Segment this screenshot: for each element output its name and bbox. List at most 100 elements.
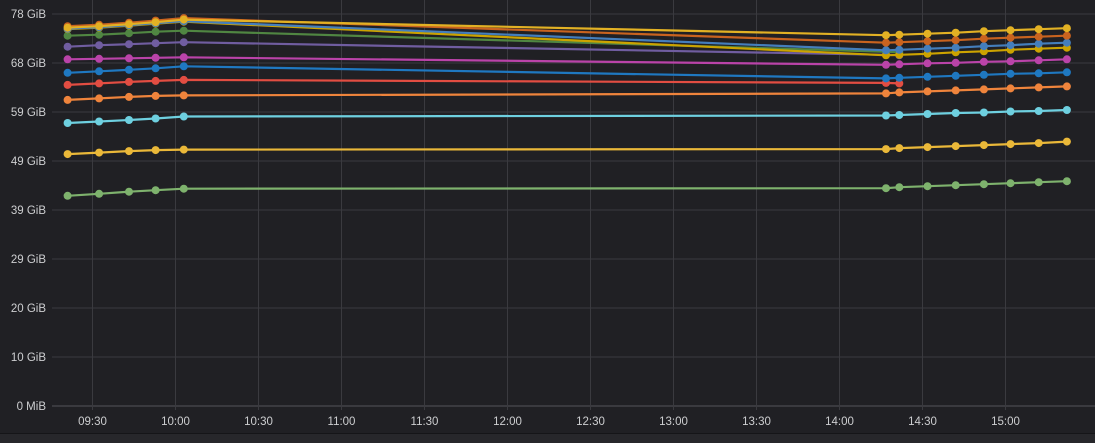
data-point-yellow-low[interactable] [179,145,188,154]
data-point-green-light[interactable] [951,181,960,190]
data-point-magenta[interactable] [151,53,160,62]
data-point-blue[interactable] [1034,69,1043,78]
data-point-yellow-top[interactable] [151,18,160,27]
data-point-blue[interactable] [1006,69,1015,78]
data-point-green-light[interactable] [95,189,104,198]
data-point-cyan[interactable] [151,114,160,123]
data-point-purple[interactable] [151,39,160,48]
data-point-blue[interactable] [951,71,960,80]
data-point-cyan[interactable] [1034,107,1043,115]
data-point-purple[interactable] [125,40,133,49]
data-point-orange[interactable] [1006,84,1015,93]
data-point-green-light[interactable] [63,191,72,200]
data-point-green-light[interactable] [125,187,133,196]
data-point-yellow-top[interactable] [179,15,188,24]
data-point-cyan[interactable] [1006,107,1015,116]
data-point-green-light[interactable] [923,182,932,191]
data-point-green-light[interactable] [1062,177,1071,186]
data-point-yellow-top[interactable] [95,22,104,31]
data-point-orange[interactable] [151,91,160,100]
data-point-cyan[interactable] [63,119,72,127]
data-point-green-light[interactable] [979,180,988,189]
chart-canvas[interactable]: 0 MiB 10 GiB 20 GiB 29 GiB 39 GiB 49 GiB 59 Gi… [0,0,1095,433]
data-point-red[interactable] [63,80,72,89]
data-point-yellow-low[interactable] [1062,137,1071,146]
data-point-cyan[interactable] [979,108,988,117]
data-point-cyan[interactable] [1062,106,1071,114]
data-point-green-dark[interactable] [179,26,188,35]
data-point-magenta[interactable] [95,54,104,63]
data-point-orange[interactable] [63,95,72,104]
data-point-orange-dark[interactable] [882,38,890,47]
data-point-cyan[interactable] [882,111,890,120]
data-point-blue-steel[interactable] [1006,41,1015,50]
data-point-green-dark[interactable] [63,31,72,40]
data-point-yellow-low[interactable] [63,150,72,159]
data-point-blue-steel[interactable] [1062,38,1071,47]
data-point-blue[interactable] [1062,68,1071,77]
data-point-orange[interactable] [923,87,932,96]
data-point-orange-dark[interactable] [951,36,960,45]
data-point-blue-steel[interactable] [895,45,904,54]
data-point-blue[interactable] [882,74,890,83]
data-point-yellow-low[interactable] [151,146,160,155]
data-point-blue[interactable] [895,73,904,82]
data-point-yellow-low[interactable] [895,144,904,153]
data-point-blue-steel[interactable] [951,43,960,52]
data-point-yellow-low[interactable] [1034,139,1043,148]
data-point-purple[interactable] [179,38,188,47]
data-point-cyan[interactable] [95,117,104,126]
data-point-green-light[interactable] [1034,178,1043,187]
data-point-yellow-top[interactable] [1034,25,1043,34]
data-point-magenta[interactable] [179,53,188,62]
data-point-purple[interactable] [95,41,104,50]
data-point-green-light[interactable] [882,184,890,193]
data-point-yellow-low[interactable] [923,143,932,152]
data-point-orange-dark[interactable] [1034,32,1043,41]
data-point-yellow-top[interactable] [951,28,960,37]
data-point-magenta[interactable] [1062,55,1071,64]
data-point-blue[interactable] [923,72,932,81]
data-point-orange[interactable] [895,88,904,97]
data-point-green-light[interactable] [895,183,904,192]
data-point-cyan[interactable] [179,112,188,121]
data-point-yellow-low[interactable] [95,148,104,157]
data-point-orange[interactable] [1062,82,1071,91]
data-point-orange-dark[interactable] [895,38,904,47]
data-point-yellow-low[interactable] [979,141,988,150]
data-point-green-dark[interactable] [95,30,104,39]
data-point-green-light[interactable] [179,184,188,193]
data-point-yellow-top[interactable] [979,27,988,36]
data-point-red[interactable] [895,79,904,88]
data-point-cyan[interactable] [951,109,960,117]
data-point-orange[interactable] [979,85,988,94]
data-point-blue[interactable] [95,67,104,76]
data-point-yellow-top[interactable] [125,20,133,29]
data-point-cyan[interactable] [895,111,904,119]
data-point-orange[interactable] [179,91,188,100]
data-point-magenta[interactable] [1006,57,1015,66]
data-point-yellow-low[interactable] [125,147,133,156]
data-point-yellow-top[interactable] [63,23,72,32]
data-point-yellow-top[interactable] [923,29,932,38]
data-point-yellow-top[interactable] [895,30,904,39]
data-point-orange-dark[interactable] [1006,33,1015,42]
data-point-purple[interactable] [63,42,72,51]
data-point-cyan[interactable] [923,110,932,118]
data-point-red[interactable] [151,76,160,85]
data-point-yellow-low[interactable] [951,142,960,151]
data-point-green-light[interactable] [151,186,160,195]
data-point-magenta[interactable] [951,58,960,67]
data-point-blue-steel[interactable] [923,44,932,53]
data-point-magenta[interactable] [882,60,890,69]
data-point-blue[interactable] [179,62,188,71]
data-point-blue-steel[interactable] [1034,39,1043,48]
data-point-orange[interactable] [882,89,890,98]
data-point-magenta[interactable] [923,59,932,68]
data-point-magenta[interactable] [125,54,133,63]
data-point-yellow-top[interactable] [1006,26,1015,35]
data-point-orange-dark[interactable] [979,34,988,43]
data-point-magenta[interactable] [1034,56,1043,65]
data-point-blue[interactable] [63,68,72,77]
data-point-magenta[interactable] [895,60,904,69]
